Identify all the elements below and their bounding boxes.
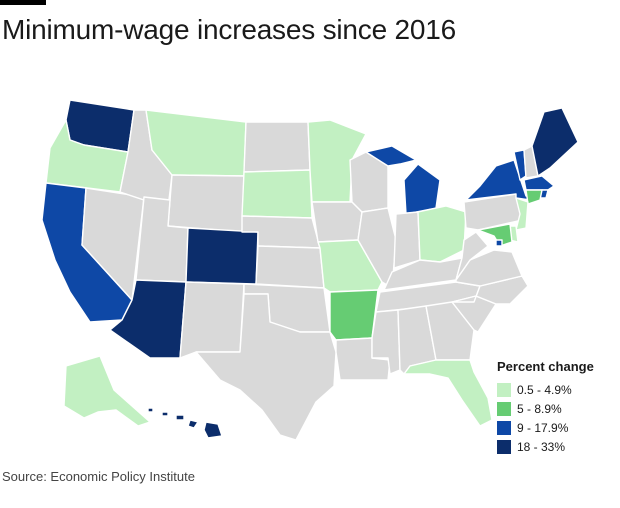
state-maine bbox=[531, 107, 579, 177]
legend-label: 5 - 8.9% bbox=[517, 401, 562, 416]
legend-item-top: 18 - 33% bbox=[497, 437, 617, 456]
map-title: Minimum-wage increases since 2016 bbox=[2, 14, 457, 45]
state-michigan bbox=[365, 145, 441, 215]
legend-label: 18 - 33% bbox=[517, 439, 566, 454]
us-map bbox=[41, 99, 579, 441]
legend-item-high: 9 - 17.9% bbox=[497, 418, 617, 437]
state-georgia bbox=[425, 301, 475, 361]
legend-item-low: 0.5 - 4.9% bbox=[497, 380, 617, 399]
state-connecticut bbox=[525, 189, 543, 205]
state-maryland bbox=[477, 223, 513, 247]
state-virginia bbox=[455, 249, 523, 287]
top-accent-rule bbox=[0, 0, 46, 5]
state-new-jersey bbox=[515, 197, 529, 231]
state-massachusetts bbox=[523, 175, 555, 191]
state-indiana bbox=[393, 211, 421, 269]
source-note: Source: Economic Policy Institute bbox=[2, 469, 195, 484]
state-arkansas bbox=[329, 289, 379, 341]
legend-label: 0.5 - 4.9% bbox=[517, 382, 572, 397]
state-new-mexico bbox=[179, 281, 245, 359]
state-south-dakota bbox=[241, 169, 313, 219]
state-new-york bbox=[465, 159, 545, 203]
state-alaska bbox=[63, 355, 151, 427]
state-wyoming bbox=[167, 174, 245, 233]
state-texas bbox=[195, 293, 337, 441]
state-hawaii bbox=[147, 407, 223, 439]
legend: Percent change 0.5 - 4.9% 5 - 8.9% 9 - 1… bbox=[497, 359, 617, 456]
state-iowa bbox=[311, 201, 363, 243]
legend-item-mid: 5 - 8.9% bbox=[497, 399, 617, 418]
state-district-of-columbia bbox=[495, 239, 503, 247]
legend-label: 9 - 17.9% bbox=[517, 420, 569, 435]
state-west-virginia bbox=[455, 231, 489, 281]
state-colorado bbox=[185, 227, 259, 285]
state-florida bbox=[403, 359, 493, 427]
legend-swatch bbox=[497, 401, 511, 416]
state-kansas bbox=[255, 245, 325, 289]
legend-swatch bbox=[497, 439, 511, 454]
state-ohio bbox=[417, 205, 467, 263]
legend-swatch bbox=[497, 420, 511, 435]
legend-title: Percent change bbox=[497, 359, 594, 374]
legend-swatch bbox=[497, 382, 511, 397]
state-north-dakota bbox=[243, 121, 311, 173]
